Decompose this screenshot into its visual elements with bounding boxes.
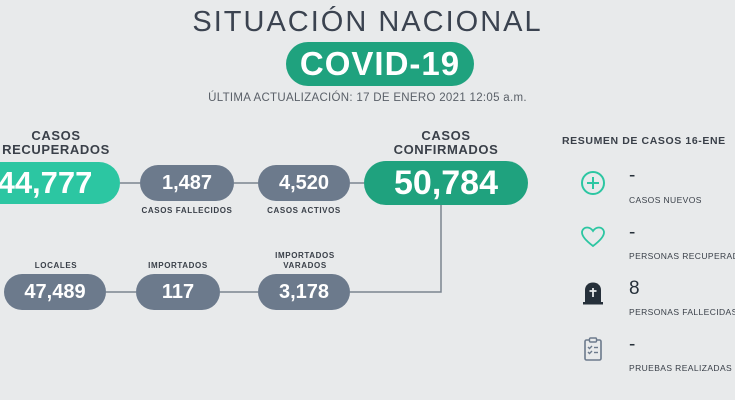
pruebas-label: PRUEBAS REALIZADAS <box>629 363 733 373</box>
pruebas-value: - <box>629 334 636 355</box>
fallecidas-label: PERSONAS FALLECIDAS <box>629 307 735 317</box>
plus-circle-icon <box>581 171 605 195</box>
fallecidas-value: 8 <box>629 278 640 299</box>
covid-badge: COVID-19 <box>286 42 474 86</box>
recuperados-label: CASOS RECUPERADOS <box>2 128 110 157</box>
importados-pill: 117 <box>136 274 220 310</box>
page-title: SITUACIÓN NACIONAL <box>192 6 543 38</box>
fallecidos-pill: 1,487 <box>140 165 234 201</box>
recuperadas-label: PERSONAS RECUPERADAS <box>629 251 735 261</box>
confirmados-pill: 50,784 <box>364 161 528 205</box>
tombstone-icon <box>583 282 603 305</box>
fallecidos-label: CASOS FALLECIDOS <box>141 206 233 215</box>
activos-label: CASOS ACTIVOS <box>267 206 341 215</box>
resumen-title: RESUMEN DE CASOS 16-ENE <box>562 135 726 147</box>
casos-nuevos-value: - <box>629 165 636 186</box>
recuperadas-value: - <box>629 222 636 243</box>
recuperados-pill: 44,777 <box>0 162 120 204</box>
clipboard-check-icon <box>584 337 602 361</box>
locales-label: LOCALES <box>34 261 78 270</box>
varados-label: IMPORTADOS VARADOS <box>275 251 335 270</box>
last-updated: ÚLTIMA ACTUALIZACIÓN: 17 DE ENERO 2021 1… <box>208 92 527 104</box>
casos-nuevos-label: CASOS NUEVOS <box>629 195 702 205</box>
confirmados-label: CASOS CONFIRMADOS <box>393 128 499 157</box>
activos-pill: 4,520 <box>258 165 350 201</box>
importados-label: IMPORTADOS <box>148 261 208 270</box>
locales-pill: 47,489 <box>4 274 106 310</box>
heart-icon <box>581 226 605 248</box>
varados-pill: 3,178 <box>258 274 350 310</box>
